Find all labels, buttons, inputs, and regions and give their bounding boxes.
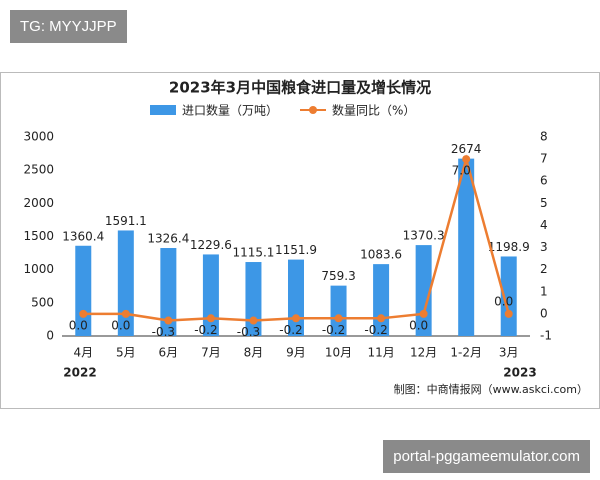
year-label: 2022 (63, 366, 96, 380)
y2-tick-label: 4 (540, 218, 548, 232)
line-point (377, 314, 386, 323)
x-tick-label: 5月 (116, 346, 136, 360)
bar-label: 1360.4 (62, 229, 104, 243)
y2-tick-label: 8 (540, 130, 548, 144)
line-point (249, 316, 258, 325)
line-label: 0.0 (494, 294, 513, 308)
bar-label: 1326.4 (147, 232, 189, 246)
legend-swatch (309, 106, 317, 114)
bar (160, 248, 177, 336)
y-tick-label: 500 (31, 295, 54, 309)
site-badge: portal-pggameemulator.com (383, 440, 590, 473)
line-point (121, 309, 130, 318)
legend-label: 进口数量（万吨） (182, 103, 278, 118)
bar (330, 285, 347, 336)
y-tick-label: 2000 (23, 196, 54, 210)
y-tick-label: 2500 (23, 163, 54, 177)
line-label: -0.3 (237, 325, 260, 339)
line-point (334, 314, 343, 323)
line-label: -0.3 (152, 325, 175, 339)
bar-label: 1083.6 (360, 248, 402, 262)
y-tick-label: 0 (46, 329, 54, 343)
bar-label: 1229.6 (190, 238, 232, 252)
x-tick-label: 12月 (410, 346, 437, 360)
line-label: 0.0 (111, 318, 130, 332)
line-label: -0.2 (194, 323, 217, 337)
bar-label: 1151.9 (275, 243, 317, 257)
x-tick-label: 6月 (159, 346, 179, 360)
line-label: 7.0 (452, 164, 471, 178)
line-label: -0.2 (279, 323, 302, 337)
tag-badge: TG: MYYJJPP (10, 10, 127, 43)
line-label: -0.2 (322, 323, 345, 337)
bar (245, 262, 262, 336)
line-point (292, 314, 300, 323)
line-point (462, 155, 471, 164)
line-point (504, 309, 513, 318)
y2-tick-label: 5 (540, 196, 548, 210)
x-tick-label: 4月 (73, 346, 93, 360)
source: 制图：中商情报网（www.askci.com） (394, 382, 588, 396)
legend-swatch (150, 105, 176, 115)
x-tick-label: 8月 (244, 346, 264, 360)
line-point (164, 316, 173, 325)
y2-tick-label: -1 (540, 329, 552, 343)
bar-label: 759.3 (321, 269, 355, 283)
x-tick-label: 9月 (286, 346, 306, 360)
x-tick-label: 3月 (499, 346, 519, 360)
bar-label: 1198.9 (488, 240, 530, 254)
chart-title: 2023年3月中国粮食进口量及增长情况 (169, 79, 431, 97)
y2-tick-label: 0 (540, 306, 548, 320)
x-tick-label: 1-2月 (450, 346, 482, 360)
bar-label: 1115.1 (232, 246, 274, 260)
line-point (79, 309, 88, 318)
line-label: -0.2 (364, 323, 387, 337)
line-point (419, 309, 428, 318)
legend-label: 数量同比（%） (332, 103, 415, 118)
bar (288, 259, 304, 336)
bar-label: 1370.3 (403, 229, 445, 243)
bar (500, 256, 517, 336)
x-tick-label: 10月 (325, 346, 352, 360)
bar (202, 254, 219, 336)
y-tick-label: 3000 (23, 130, 54, 144)
y2-tick-label: 1 (540, 284, 548, 298)
line-point (206, 314, 215, 323)
bar (117, 230, 134, 336)
bar-label: 2674 (451, 142, 482, 156)
bar (458, 158, 475, 336)
bar-label: 1591.1 (105, 214, 147, 228)
y-tick-label: 1000 (23, 262, 54, 276)
y2-tick-label: 7 (540, 152, 548, 166)
line-label: 0.0 (69, 318, 88, 332)
x-tick-label: 11月 (367, 346, 394, 360)
y-tick-label: 1500 (23, 229, 54, 243)
x-tick-label: 7月 (201, 346, 221, 360)
line-label: 0.0 (409, 318, 428, 332)
chart-panel (0, 72, 600, 409)
y2-tick-label: 2 (540, 262, 548, 276)
y2-tick-label: 6 (540, 174, 548, 188)
y2-tick-label: 3 (540, 240, 548, 254)
year-label: 2023 (503, 366, 536, 380)
